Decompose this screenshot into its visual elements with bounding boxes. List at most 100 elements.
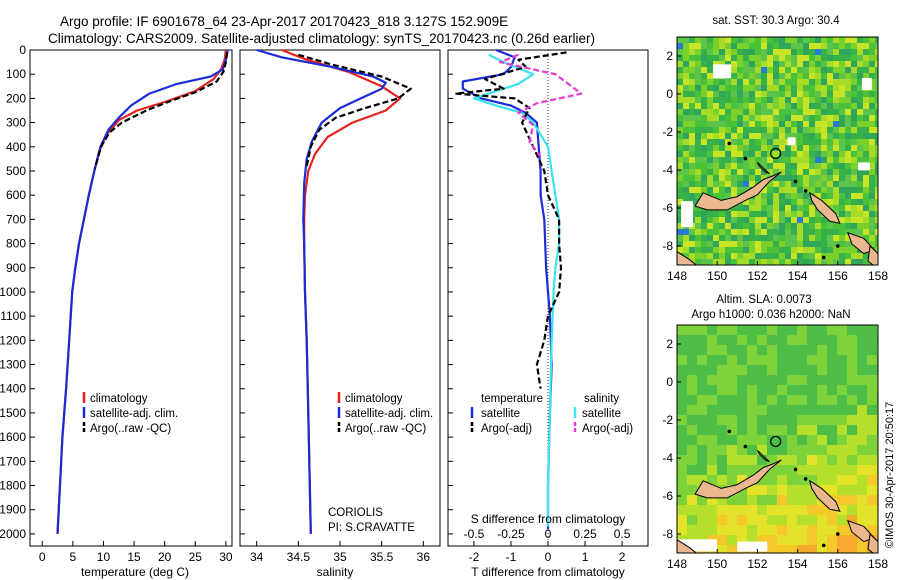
map-cell [687, 515, 698, 526]
map-cell [857, 103, 864, 110]
map-x-tick-label: 154 [788, 557, 808, 571]
map-cell [747, 445, 758, 456]
map-cell [779, 253, 786, 260]
map-cell [803, 151, 810, 158]
map-cell [773, 157, 780, 164]
map-cell [689, 61, 696, 68]
legend-label-t-argo: Argo(-adj) [481, 423, 532, 435]
map-cell [701, 211, 708, 218]
map-cell [875, 85, 878, 92]
map-cell [779, 67, 786, 74]
map-cell [773, 139, 780, 146]
map-cell [707, 217, 714, 224]
map-cell [845, 175, 852, 182]
map-cell [687, 445, 698, 456]
map-cell [767, 193, 774, 200]
map-cell [737, 395, 748, 406]
map-cell [737, 415, 748, 426]
map-cell [755, 61, 762, 68]
map-cell [787, 405, 798, 416]
map-cell [707, 505, 718, 516]
map-cell [743, 217, 750, 224]
map-cell [809, 235, 816, 242]
map-cell [719, 43, 726, 50]
map-cell [851, 211, 858, 218]
map-cell [731, 103, 738, 110]
map-cell [707, 37, 714, 44]
map-cell [749, 241, 756, 248]
map-cell [773, 49, 780, 56]
map-cell [687, 505, 698, 516]
x-tick-label: 1 [582, 550, 589, 564]
map-cell [807, 445, 818, 456]
map-cell [827, 199, 834, 206]
map-cell [719, 133, 726, 140]
map-cell [749, 109, 756, 116]
map-cell [803, 67, 810, 74]
map-cell [677, 37, 684, 44]
map-cell [839, 43, 846, 50]
map-cell [737, 127, 744, 134]
map-cell [875, 73, 878, 80]
map-cell [737, 465, 748, 476]
series-line [56, 49, 229, 534]
map-cell [851, 61, 858, 68]
map-cell [803, 133, 810, 140]
map-cell [773, 199, 780, 206]
map-cell [779, 109, 786, 116]
map-cell [697, 465, 708, 476]
map-cell [737, 495, 748, 506]
map-cell [697, 515, 708, 526]
map-cell [797, 335, 808, 346]
legend-label-t-sat: satellite [481, 408, 520, 420]
map-cell [833, 241, 840, 248]
map-cell [833, 193, 840, 200]
map-cell [877, 375, 878, 386]
map-cell [785, 91, 792, 98]
map-cell [707, 325, 718, 336]
map-cell [867, 405, 878, 416]
map-cell [695, 139, 702, 146]
map-cell [761, 223, 768, 230]
map-cell [785, 175, 792, 182]
map-cell [797, 211, 804, 218]
map-cell [713, 229, 720, 236]
map-cell [863, 235, 870, 242]
map-cell [779, 103, 786, 110]
map-cell [839, 151, 846, 158]
map-frame [676, 36, 879, 266]
map-cell [857, 79, 864, 86]
map-cell [869, 67, 876, 74]
series-line [256, 48, 387, 534]
map-cell [777, 425, 788, 436]
map-cell [749, 247, 756, 254]
map-cell [837, 485, 848, 496]
y-tick-label: 300 [6, 116, 26, 130]
map-cell [863, 43, 870, 50]
map-cell [719, 157, 726, 164]
island [836, 532, 840, 536]
map-cell [839, 199, 846, 206]
map-cell [683, 103, 690, 110]
map-cell [689, 103, 696, 110]
map-cell [677, 97, 684, 104]
map-cell [797, 375, 808, 386]
map-cell [809, 55, 816, 62]
map-cell [815, 181, 822, 188]
map-cell [701, 115, 708, 122]
map-cell [719, 223, 726, 230]
x-tick-label: 0 [545, 550, 552, 564]
map-cell [815, 91, 822, 98]
map-cell [807, 545, 818, 553]
map-cell [833, 85, 840, 92]
map-cell [869, 205, 876, 212]
map-cell [791, 145, 798, 152]
map-cell [821, 241, 828, 248]
map-cell [697, 445, 708, 456]
map-cell [677, 157, 684, 164]
map-cell [785, 43, 792, 50]
map-cell [677, 217, 684, 224]
map-cell [761, 229, 768, 236]
map-cell [863, 67, 870, 74]
map-cell [719, 145, 726, 152]
